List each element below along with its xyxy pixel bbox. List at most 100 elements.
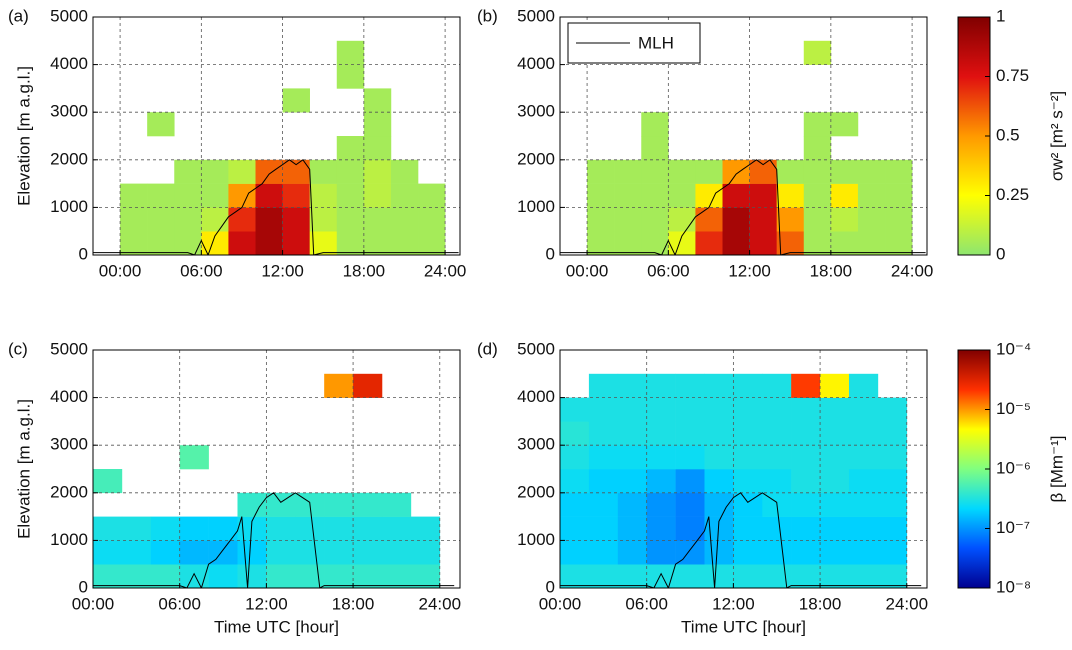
x-tick-label: 12:00: [261, 261, 304, 280]
heat-cell: [381, 492, 412, 517]
heat-cell: [324, 540, 354, 565]
panel-label: (a): [8, 6, 29, 25]
heat-cell: [776, 207, 805, 232]
y-tick-label: 1000: [517, 197, 555, 216]
heat-cell: [885, 231, 913, 255]
colorbar: 0 0.25 0.5 0.75 1 σw² [m² s⁻²]: [957, 6, 1066, 263]
heat-cell: [266, 540, 296, 565]
heat-cell: [390, 159, 419, 184]
heat-cell: [791, 445, 821, 470]
heat-cell: [857, 159, 886, 184]
heat-cell: [749, 207, 777, 232]
y-tick-label: 2000: [50, 149, 88, 168]
heat-cell: [174, 159, 202, 184]
heat-cell: [877, 492, 908, 517]
heat-cell: [877, 421, 908, 446]
heat-cell: [791, 397, 821, 422]
heat-cell: [820, 492, 850, 517]
heat-cell: [877, 540, 908, 565]
heat-cell: [791, 564, 821, 588]
heat-cell: [675, 397, 705, 422]
x-tick-label: 12:00: [728, 261, 771, 280]
panel: 00:00 06:00 12:00 18:00 24:00 0 1000 2000 3000 40…: [8, 339, 461, 636]
heat-cell: [733, 564, 763, 588]
heat-cell: [255, 207, 283, 232]
legend-label: MLH: [638, 33, 674, 52]
heat-cell: [237, 540, 267, 565]
mlh-line: [93, 159, 459, 255]
heat-cell: [179, 540, 209, 565]
plot-frame: [559, 349, 928, 589]
heat-cell: [418, 183, 446, 208]
x-tick-label: 12:00: [245, 594, 288, 613]
y-tick-label: 5000: [50, 6, 88, 25]
y-tick-label: 3000: [517, 435, 555, 454]
heat-cell: [309, 183, 338, 208]
heat-cell: [675, 445, 705, 470]
y-tick-label: 5000: [50, 339, 88, 358]
heat-cell: [791, 469, 821, 494]
heat-cell: [857, 207, 886, 232]
heat-cell: [363, 207, 392, 232]
heat-cell: [410, 564, 441, 588]
colorbar-tick-label: 10⁻⁴: [996, 339, 1031, 358]
y-tick-label: 4000: [517, 54, 555, 73]
mlh-line: [560, 159, 926, 255]
y-tick-label: 0: [546, 244, 555, 263]
y-tick-label: 3000: [517, 102, 555, 121]
heat-cell: [776, 231, 805, 255]
heat-cell: [418, 231, 446, 255]
heat-cell: [848, 469, 879, 494]
x-axis-label: Time UTC [hour]: [214, 617, 339, 636]
heat-cell: [353, 540, 383, 565]
heat-cell: [381, 564, 412, 588]
heatmap: [587, 40, 913, 255]
y-tick-label: 4000: [50, 54, 88, 73]
heat-cell: [749, 231, 777, 255]
heat-cell: [560, 516, 590, 541]
colorbar-tick-label: 0.75: [996, 66, 1029, 85]
heat-cell: [820, 445, 850, 470]
heat-cell: [733, 469, 763, 494]
y-tick-label: 3000: [50, 102, 88, 121]
heat-cell: [617, 492, 647, 517]
x-tick-label: 18:00: [799, 594, 842, 613]
heat-cell: [228, 159, 256, 184]
heat-cell: [336, 159, 365, 184]
heat-cell: [695, 159, 723, 184]
heat-cell: [733, 421, 763, 446]
heat-cell: [560, 492, 590, 517]
heat-cell: [722, 159, 750, 184]
heat-cell: [353, 564, 383, 588]
heat-cell: [877, 564, 908, 588]
heat-cell: [848, 516, 879, 541]
heat-cell: [120, 207, 148, 232]
heat-cell: [588, 397, 619, 422]
y-tick-label: 2000: [517, 149, 555, 168]
heat-cell: [174, 183, 202, 208]
heat-cell: [791, 516, 821, 541]
heat-cell: [646, 564, 676, 588]
heat-cell: [704, 397, 734, 422]
y-tick-label: 5000: [517, 339, 555, 358]
heat-cell: [695, 231, 723, 255]
heat-cell: [336, 231, 365, 255]
heat-cell: [749, 183, 777, 208]
heat-cell: [295, 564, 325, 588]
heat-cell: [614, 159, 642, 184]
x-tick-label: 06:00: [625, 594, 668, 613]
heat-cell: [704, 469, 734, 494]
colorbar: 10⁻⁸ 10⁻⁷ 10⁻⁶ 10⁻⁵ 10⁻⁴ β [Mm⁻¹]: [957, 339, 1066, 596]
heatmap: [93, 373, 441, 588]
heat-cell: [646, 469, 676, 494]
heat-cell: [324, 492, 354, 517]
heat-cell: [885, 183, 913, 208]
heat-cell: [174, 231, 202, 255]
heatmap: [120, 40, 446, 255]
heat-cell: [363, 136, 392, 161]
heat-cell: [675, 469, 705, 494]
heat-cell: [309, 207, 338, 232]
plot-frame: [92, 16, 461, 256]
heat-cell: [228, 207, 256, 232]
